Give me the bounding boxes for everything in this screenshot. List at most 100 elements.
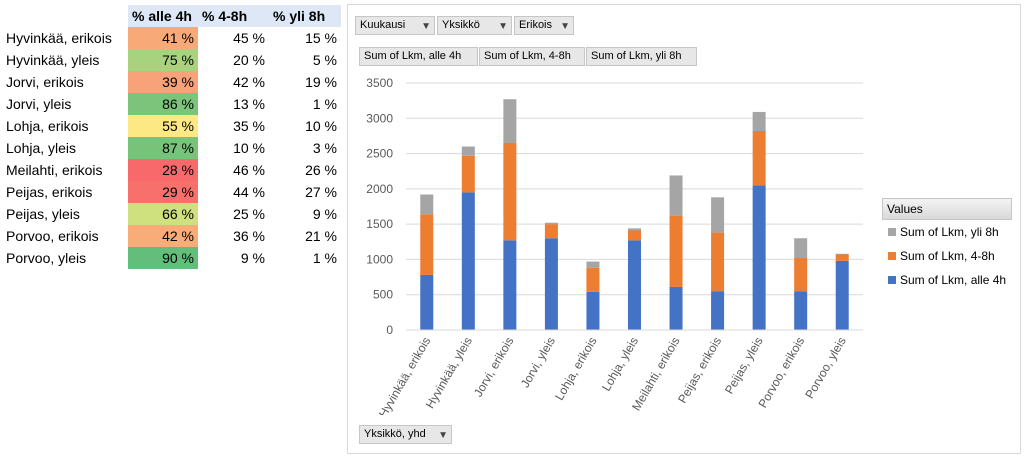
legend-swatch [888,252,896,260]
cell-4-8h[interactable]: 20 % [233,52,265,68]
cell-4-8h[interactable]: 25 % [233,206,265,222]
cell-alle-4h[interactable]: 55 % [128,115,198,137]
bar-segment[interactable] [628,230,641,241]
legend-title[interactable]: Values [882,198,1012,220]
bar-segment[interactable] [503,240,517,330]
y-tick-label: 3500 [366,76,393,90]
cell-yli-8h[interactable]: 27 % [305,184,337,200]
bar-segment[interactable] [461,146,475,156]
row-label[interactable]: Meilahti, erikois [6,162,103,178]
cell-alle-4h[interactable]: 66 % [128,203,198,225]
bar-segment[interactable] [794,238,808,259]
filter-yksikko-button[interactable]: Yksikkö ▼ [437,16,512,35]
cell-alle-4h[interactable]: 42 % [128,225,198,247]
bar-segment[interactable] [752,111,766,131]
bar-segment[interactable] [586,267,600,292]
legend-item[interactable]: Sum of Lkm, alle 4h [882,268,1012,292]
cell-4-8h[interactable]: 46 % [233,162,265,178]
cell-4-8h[interactable]: 45 % [233,30,265,46]
bar-segment[interactable] [420,274,434,330]
cell-4-8h[interactable]: 9 % [240,250,265,266]
cell-alle-4h[interactable]: 86 % [128,93,198,115]
cell-alle-4h[interactable]: 28 % [128,159,198,181]
legend-item[interactable]: Sum of Lkm, yli 8h [882,220,1012,244]
axis-field-button[interactable]: Yksikkö, yhd ▼ [359,425,452,444]
row-label[interactable]: Peijas, erikois [6,184,93,200]
bar-segment[interactable] [711,291,725,330]
bar-segment[interactable] [835,253,849,255]
filter-erikois-button[interactable]: Erikois ▼ [514,16,574,35]
cell-alle-4h[interactable]: 29 % [128,181,198,203]
cell-4-8h[interactable]: 42 % [233,74,265,90]
cell-yli-8h[interactable]: 19 % [305,74,337,90]
filter-yksikko-label: Yksikkö [442,19,480,31]
legend-item[interactable]: Sum of Lkm, 4-8h [882,244,1012,268]
row-label[interactable]: Jorvi, yleis [6,96,72,112]
bar-segment[interactable] [544,224,558,239]
cell-yli-8h[interactable]: 3 % [312,140,337,156]
row-label[interactable]: Lohja, yleis [6,140,77,156]
pivot-chart[interactable]: Kuukausi ▼ Yksikkö ▼ Erikois ▼ Sum of Lk… [347,4,1021,454]
bar-segment[interactable] [835,260,849,330]
cell-yli-8h[interactable]: 15 % [305,30,337,46]
bar-segment[interactable] [544,238,558,330]
bar-segment[interactable] [461,155,475,193]
bar-segment[interactable] [628,228,641,231]
y-tick-label: 2000 [366,182,393,196]
bar-segment[interactable] [544,222,558,225]
series-yli-8h-button[interactable]: Sum of Lkm, yli 8h [586,47,697,66]
x-tick-label: Peijas, yleis [722,335,766,397]
cell-alle-4h[interactable]: 90 % [128,247,198,269]
filter-icon: ▼ [421,21,431,32]
bar-segment[interactable] [586,261,600,268]
row-label[interactable]: Jorvi, erikois [6,74,84,90]
bar-segment[interactable] [420,214,434,275]
cell-4-8h[interactable]: 10 % [233,140,265,156]
row-label[interactable]: Hyvinkää, erikois [6,30,112,46]
bar-segment[interactable] [711,232,725,292]
bar-segment[interactable] [669,286,683,330]
series-alle-4h-button[interactable]: Sum of Lkm, alle 4h [359,47,478,66]
cell-yli-8h[interactable]: 10 % [305,118,337,134]
bar-segment[interactable] [794,291,808,330]
filter-kuukausi-button[interactable]: Kuukausi ▼ [355,16,435,35]
bar-segment[interactable] [794,258,808,292]
cell-yli-8h[interactable]: 21 % [305,228,337,244]
header-alle-4h[interactable]: % alle 4h [128,5,198,27]
bar-segment[interactable] [669,215,683,287]
row-label[interactable]: Porvoo, yleis [6,250,87,266]
row-label[interactable]: Hyvinkää, yleis [6,52,100,68]
cell-yli-8h[interactable]: 5 % [312,52,337,68]
cell-yli-8h[interactable]: 9 % [312,206,337,222]
bar-segment[interactable] [586,291,600,330]
row-label[interactable]: Lohja, erikois [6,118,89,134]
cell-yli-8h[interactable]: 1 % [312,250,337,266]
filter-erikois-label: Erikois [519,19,553,31]
bar-segment[interactable] [420,194,434,215]
cell-alle-4h[interactable]: 75 % [128,49,198,71]
bar-segment[interactable] [461,192,475,330]
bar-segment[interactable] [669,175,683,216]
cell-alle-4h[interactable]: 41 % [128,27,198,49]
cell-alle-4h[interactable]: 39 % [128,71,198,93]
bar-segment[interactable] [711,197,725,233]
header-4-8h[interactable]: % 4-8h [198,5,269,27]
bar-segment[interactable] [835,254,849,261]
row-label[interactable]: Peijas, yleis [6,206,80,222]
cell-4-8h[interactable]: 13 % [233,96,265,112]
cell-alle-4h[interactable]: 87 % [128,137,198,159]
bar-segment[interactable] [628,240,641,330]
cell-4-8h[interactable]: 35 % [233,118,265,134]
cell-yli-8h[interactable]: 26 % [305,162,337,178]
bar-segment[interactable] [752,130,766,186]
cell-4-8h[interactable]: 36 % [233,228,265,244]
bar-segment[interactable] [503,142,517,241]
cell-4-8h[interactable]: 44 % [233,184,265,200]
bar-segment[interactable] [503,99,517,143]
cell-yli-8h[interactable]: 1 % [312,96,337,112]
header-yli-8h[interactable]: % yli 8h [269,5,341,27]
row-label[interactable]: Porvoo, erikois [6,228,99,244]
bar-segment[interactable] [752,185,766,330]
series-4-8h-button[interactable]: Sum of Lkm, 4-8h [479,47,585,66]
